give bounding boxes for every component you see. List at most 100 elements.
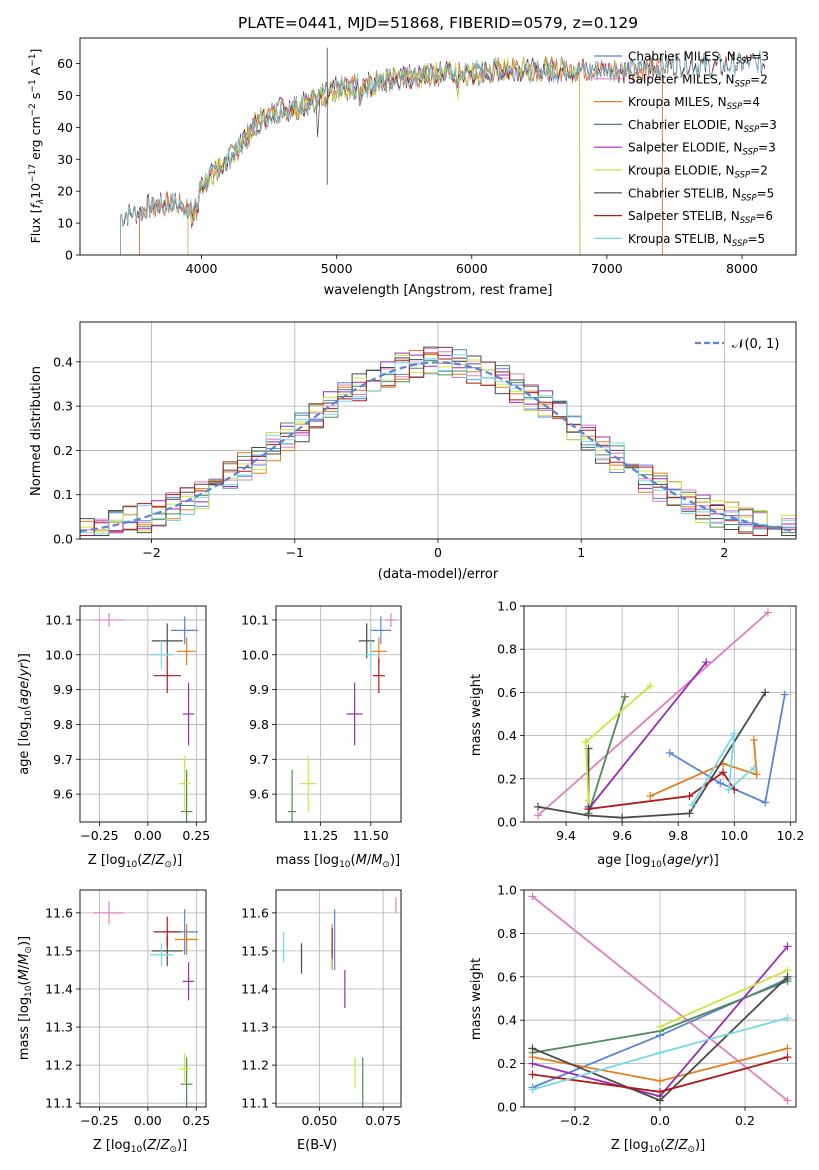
age-mass-xlabel: mass [log10(M/M⊙)] — [276, 853, 400, 870]
plot-area — [93, 612, 199, 822]
histogram-salpeter-stelib — [80, 352, 796, 536]
y-tick-label: 0.4 — [497, 728, 517, 743]
y-tick-label: 0 — [65, 248, 73, 263]
x-tick-label: 6000 — [456, 261, 488, 276]
y-tick-label: 40 — [57, 120, 73, 135]
axes-frame — [275, 605, 402, 823]
legend-nssp: =3 — [758, 141, 776, 155]
weight-line-salpeter-elodie — [587, 661, 708, 810]
y-tick-label: 1.0 — [497, 599, 517, 614]
y-tick-label: 0.8 — [497, 926, 517, 941]
weight-z-xlabel: Z [log10(Z/Z⊙)] — [611, 1138, 705, 1155]
weight-line-chabrier-elodie — [587, 696, 626, 814]
x-tick-label: 11.25 — [302, 828, 338, 843]
legend-nssp: =5 — [757, 186, 775, 200]
weight-line-salpeter-miles — [537, 611, 769, 817]
weight-line-kroupa-elodie — [659, 969, 788, 1028]
spectrum-line-salpeter-miles — [139, 55, 663, 255]
mass-ebv-xlabel: E(B-V) — [297, 1138, 337, 1153]
mass-z-ylabel: mass [log10(M/M⊙)] — [17, 936, 34, 1060]
weight-z-ylabel: mass weight — [469, 958, 484, 1040]
axes-frame — [79, 37, 797, 256]
legend-label: Chabrier STELIB, NSSP=5 — [628, 186, 774, 203]
x-tick-label: 10.2 — [776, 828, 804, 843]
y-tick-label: 11.1 — [45, 1096, 73, 1111]
legend-nssp: =2 — [750, 72, 768, 86]
x-tick-label: 2 — [720, 545, 728, 560]
age-z-xlabel: Z [log10(Z/Z⊙)] — [88, 853, 182, 870]
figure-title: PLATE=0441, MJD=51868, FIBERID=0579, z=0… — [238, 14, 638, 32]
plot-area — [120, 47, 766, 255]
legend-label: Chabrier ELODIE, NSSP=3 — [628, 118, 777, 135]
weight-line-kroupa-miles — [649, 739, 758, 797]
weight-age-xlabel: age [log10(age/yr)] — [597, 853, 719, 870]
y-tick-label: 0.8 — [497, 642, 517, 657]
legend-label: Kroupa STELIB, NSSP=5 — [628, 232, 765, 249]
y-tick-label: 0.6 — [497, 685, 517, 700]
y-tick-label: 0.4 — [497, 1013, 517, 1028]
legend-nssp: =3 — [751, 50, 769, 64]
x-tick-label: 5000 — [321, 261, 353, 276]
y-tick-label: 10.0 — [45, 647, 73, 662]
y-tick-label: 11.1 — [241, 1096, 269, 1111]
legend-nssp: =5 — [748, 232, 766, 246]
x-tick-label: 0.050 — [301, 1113, 337, 1128]
y-tick-label: 9.6 — [249, 787, 269, 802]
x-tick-label: 0.25 — [182, 1113, 210, 1128]
spectrum-ylabel: Flux [fλ10−17 erg cm−2 s−1 A−1] — [28, 49, 46, 244]
legend-subscript: SSP — [727, 102, 743, 112]
residuals-ylabel: Normed distribution — [29, 366, 44, 496]
y-tick-label: 9.8 — [249, 717, 269, 732]
y-tick-label: 0.2 — [497, 1056, 517, 1071]
plot-area — [528, 892, 792, 1105]
legend-label: Kroupa ELODIE, NSSP=2 — [628, 164, 768, 181]
plot-area — [80, 346, 796, 536]
age-z-ylabel: age [log10(age/yr)] — [17, 653, 34, 775]
y-tick-label: 30 — [57, 152, 73, 167]
y-tick-label: 0.2 — [497, 771, 517, 786]
spectrum-xlabel: wavelength [Angstrom, rest frame] — [324, 283, 553, 298]
x-tick-label: 0.2 — [735, 1113, 755, 1128]
spectrum-line-kroupa-stelib — [120, 49, 766, 255]
weight-age-ylabel: mass weight — [469, 674, 484, 756]
plot-area — [534, 608, 789, 822]
legend-subscript: SSP — [735, 79, 751, 89]
y-tick-label: 10 — [57, 216, 73, 231]
plot-area — [93, 901, 199, 1107]
normal-curve — [80, 361, 796, 533]
x-tick-label: 9.8 — [668, 828, 688, 843]
x-tick-label: −0.2 — [560, 1113, 590, 1128]
x-tick-label: 9.6 — [612, 828, 632, 843]
plot-area — [288, 612, 397, 822]
x-tick-label: 0.0 — [650, 1113, 670, 1128]
legend-subscript: SSP — [740, 216, 756, 226]
x-tick-label: 9.4 — [556, 828, 576, 843]
x-tick-label: 7000 — [591, 261, 623, 276]
histogram-kroupa-stelib — [80, 354, 796, 535]
y-tick-label: 9.8 — [53, 717, 73, 732]
x-tick-label: 8000 — [726, 261, 758, 276]
y-tick-label: 11.6 — [241, 905, 269, 920]
y-tick-label: 9.7 — [249, 752, 269, 767]
residuals-xlabel: (data-model)/error — [378, 567, 499, 582]
legend-label: Salpeter MILES, NSSP=2 — [628, 72, 768, 89]
legend-normal-label: 𝒩(0, 1) — [732, 337, 779, 352]
axes-frame — [275, 889, 402, 1108]
y-tick-label: 10.1 — [45, 612, 73, 627]
x-tick-label: 0.00 — [134, 1113, 162, 1128]
x-tick-label: 0.00 — [134, 828, 162, 843]
legend-label: Chabrier MILES, NSSP=3 — [628, 50, 769, 67]
x-tick-label: 1 — [577, 545, 585, 560]
y-tick-label: 11.2 — [45, 1058, 73, 1073]
weight-vs-metallicity-panel: −0.2 0.0 0.2 0.0 0.2 0.4 0.6 0.8 1.0 — [497, 883, 797, 1128]
mass-vs-metallicity-panel: −0.25 0.00 0.25 11.1 11.2 11.3 11.4 11.5 11.6 — [45, 889, 210, 1128]
legend-subscript: SSP — [744, 125, 760, 135]
axes-frame — [79, 889, 207, 1108]
x-tick-label: 0.25 — [182, 828, 210, 843]
y-tick-label: 11.6 — [45, 905, 73, 920]
x-tick-label: −2 — [142, 545, 160, 560]
legend-subscript: SSP — [732, 239, 748, 249]
legend-label: Salpeter STELIB, NSSP=6 — [628, 209, 773, 226]
legend-label: Salpeter ELODIE, NSSP=3 — [628, 141, 776, 158]
y-tick-label: 11.4 — [241, 981, 269, 996]
